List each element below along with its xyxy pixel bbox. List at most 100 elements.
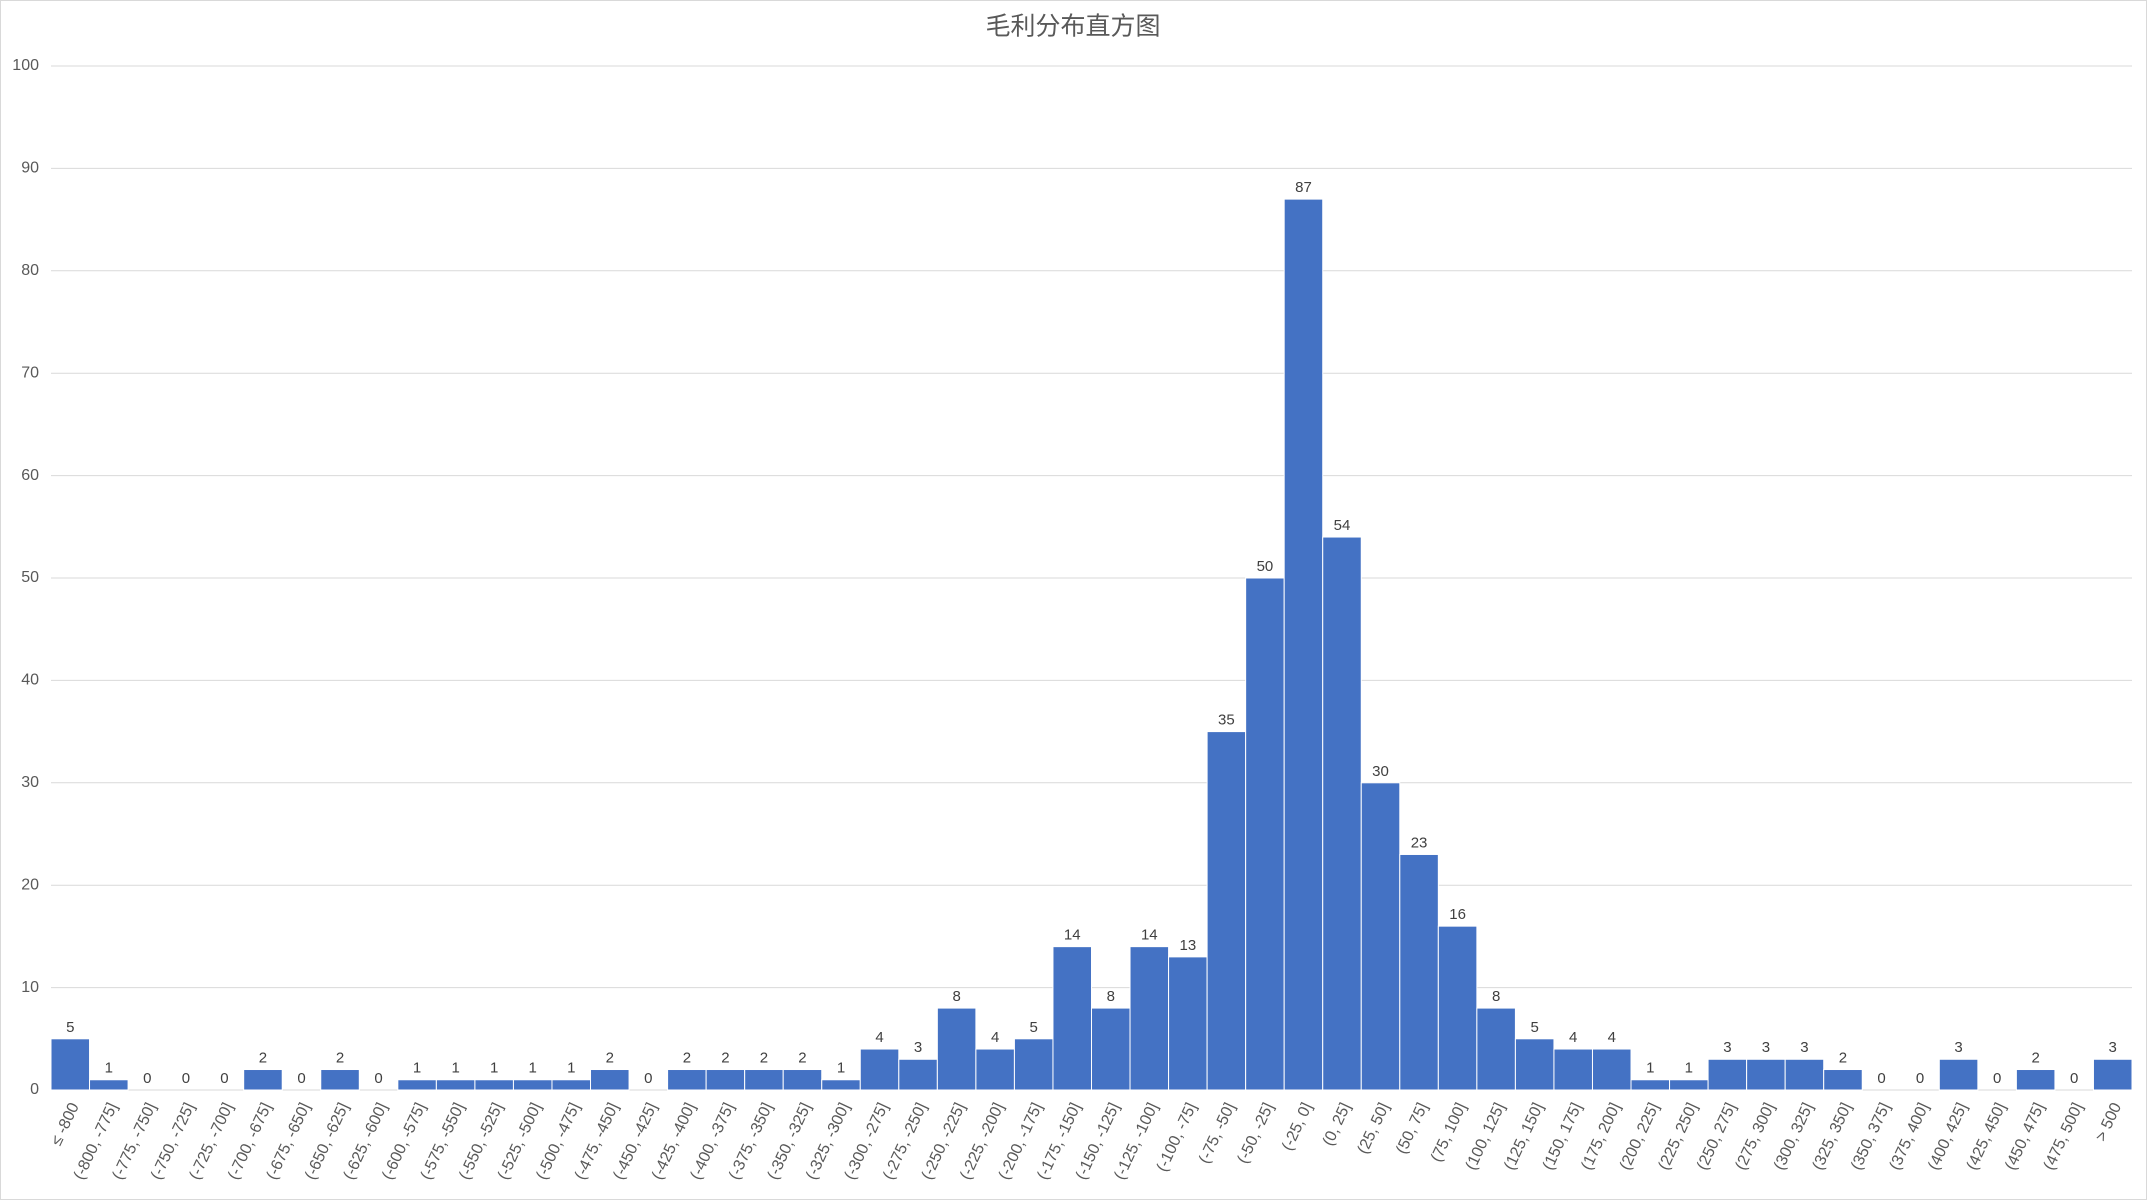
y-tick-label: 100 <box>12 57 39 74</box>
bar <box>1168 956 1208 1091</box>
data-label: 50 <box>1257 558 1274 575</box>
bar <box>975 1048 1015 1091</box>
bar <box>821 1079 861 1091</box>
bar <box>397 1079 437 1091</box>
data-label: 0 <box>1877 1070 1885 1087</box>
y-tick-label: 10 <box>21 979 39 996</box>
bar <box>859 1048 900 1091</box>
bar <box>590 1069 630 1091</box>
bar <box>744 1069 784 1091</box>
data-label: 0 <box>644 1070 652 1087</box>
y-tick-label: 90 <box>21 160 39 177</box>
data-label: 1 <box>529 1060 537 1077</box>
bar <box>1052 946 1093 1091</box>
bar <box>1129 946 1170 1091</box>
data-label: 3 <box>914 1039 922 1056</box>
data-label: 87 <box>1295 179 1312 196</box>
data-label: 16 <box>1449 906 1466 923</box>
bar <box>1437 925 1478 1091</box>
data-label: 8 <box>952 988 960 1005</box>
data-label: 14 <box>1141 927 1158 944</box>
data-label: 30 <box>1372 763 1389 780</box>
y-tick-label: 70 <box>21 364 39 381</box>
bar <box>1707 1058 1748 1091</box>
bar <box>474 1079 514 1091</box>
bar <box>1553 1048 1593 1091</box>
data-label: 2 <box>760 1049 768 1066</box>
data-label: 0 <box>1916 1070 1924 1087</box>
data-label: 0 <box>297 1070 305 1087</box>
bar <box>435 1079 476 1091</box>
y-tick-label: 30 <box>21 774 39 791</box>
data-label: 0 <box>1993 1070 2001 1087</box>
data-label: 5 <box>66 1019 74 1036</box>
bar <box>2092 1058 2133 1091</box>
data-label: 3 <box>2109 1039 2117 1056</box>
y-tick-label: 0 <box>30 1081 39 1098</box>
data-label: 3 <box>1762 1039 1770 1056</box>
data-label: 13 <box>1179 937 1196 954</box>
data-label: 1 <box>1685 1060 1693 1077</box>
bar <box>1013 1038 1054 1091</box>
data-label: 0 <box>143 1070 151 1087</box>
data-label: 4 <box>991 1029 999 1046</box>
data-label: 54 <box>1334 517 1351 534</box>
y-tick-label: 50 <box>21 569 39 586</box>
bar <box>1206 731 1247 1091</box>
data-label: 3 <box>1800 1039 1808 1056</box>
bar <box>1630 1079 1671 1091</box>
bar <box>1746 1058 1786 1091</box>
bar <box>2015 1069 2056 1091</box>
data-label: 2 <box>683 1049 691 1066</box>
data-label: 4 <box>1569 1029 1577 1046</box>
bar <box>1322 536 1362 1091</box>
bar <box>1823 1069 1863 1091</box>
bar <box>1476 1007 1516 1091</box>
data-label: 2 <box>259 1049 267 1066</box>
data-label: 0 <box>374 1070 382 1087</box>
data-label: 1 <box>413 1060 421 1077</box>
bar <box>1091 1007 1131 1091</box>
data-label: 2 <box>721 1049 729 1066</box>
data-label: 2 <box>1839 1049 1847 1066</box>
bar <box>1514 1038 1555 1091</box>
data-label: 35 <box>1218 712 1235 729</box>
data-label: 0 <box>220 1070 228 1087</box>
data-label: 4 <box>875 1029 883 1046</box>
data-label: 3 <box>1723 1039 1731 1056</box>
data-label: 14 <box>1064 927 1081 944</box>
bar <box>89 1079 129 1091</box>
bar <box>512 1079 553 1091</box>
bar <box>1938 1058 1979 1091</box>
bar <box>50 1038 91 1091</box>
bar <box>1784 1058 1825 1091</box>
bar <box>1283 198 1324 1091</box>
bar <box>1591 1048 1632 1091</box>
bar <box>782 1069 823 1091</box>
chart-title: 毛利分布直方图 <box>985 13 1160 41</box>
data-label: 2 <box>336 1049 344 1066</box>
bar <box>1669 1079 1709 1091</box>
bar <box>936 1007 977 1091</box>
bar <box>243 1069 283 1091</box>
data-label: 2 <box>798 1049 806 1066</box>
data-label: 2 <box>2031 1049 2039 1066</box>
data-label: 1 <box>567 1060 575 1077</box>
data-label: 8 <box>1107 988 1115 1005</box>
data-label: 1 <box>490 1060 498 1077</box>
bar <box>1245 577 1285 1091</box>
data-label: 5 <box>1030 1019 1038 1036</box>
y-tick-label: 60 <box>21 467 39 484</box>
data-label: 8 <box>1492 988 1500 1005</box>
data-label: 2 <box>606 1049 614 1066</box>
y-tick-label: 80 <box>21 262 39 279</box>
data-label: 1 <box>837 1060 845 1077</box>
bar <box>320 1069 360 1091</box>
bar <box>551 1079 592 1091</box>
data-label: 23 <box>1411 834 1428 851</box>
data-label: 1 <box>451 1060 459 1077</box>
data-label: 0 <box>2070 1070 2078 1087</box>
bar <box>1360 782 1401 1091</box>
